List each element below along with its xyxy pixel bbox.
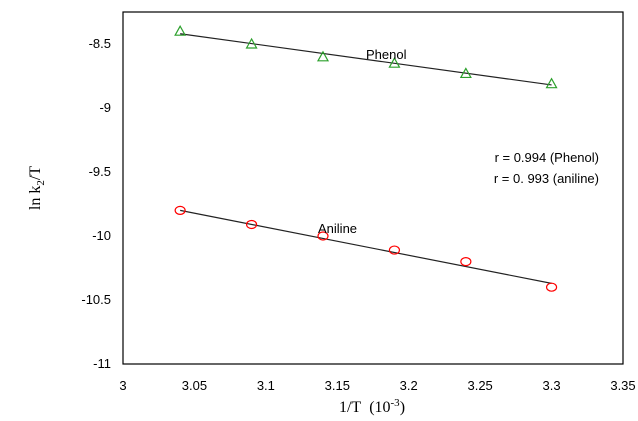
r-annotation-aniline: r = 0. 993 (aniline) <box>494 171 599 186</box>
y-tick-label: -9 <box>99 100 111 115</box>
y-tick-label: -11 <box>93 356 111 371</box>
data-markers <box>174 24 558 292</box>
phenol-fit-line <box>180 33 552 86</box>
y-tick-label: -10 <box>92 228 111 243</box>
y-axis-label-main: ln k <box>27 186 44 210</box>
aniline-point <box>460 257 472 267</box>
aniline-series-label: Aniline <box>318 221 357 236</box>
phenol-point <box>174 24 187 36</box>
x-tick-label: 3.1 <box>257 378 275 393</box>
aniline-point <box>545 282 558 292</box>
phenol-point <box>316 50 330 62</box>
phenol-point <box>545 77 558 89</box>
aniline-point <box>174 205 186 215</box>
aniline-point <box>317 231 329 241</box>
x-tick-label: 3.3 <box>543 378 561 393</box>
x-axis-label-close: ) <box>400 399 405 416</box>
x-tick-label: 3.35 <box>610 378 635 393</box>
y-tick-labels: -8.5 -9 -9.5 -10 -10.5 -11 <box>81 36 111 371</box>
x-tick-label: 3.2 <box>400 378 418 393</box>
x-tick-label: 3.15 <box>325 378 350 393</box>
x-tick-labels: 3 3.05 3.1 3.15 3.2 3.25 3.3 3.35 <box>119 378 635 393</box>
x-axis-label-main: 1/T <box>339 399 361 416</box>
y-axis-label-suffix: /T <box>27 166 44 180</box>
phenol-point <box>388 56 401 68</box>
x-axis-label-exponent: -3 <box>391 397 401 409</box>
fit-lines <box>180 33 552 284</box>
x-tick-label: 3.05 <box>182 378 207 393</box>
x-tick-label: 3.25 <box>467 378 492 393</box>
y-tick-label: -10.5 <box>81 292 111 307</box>
x-tick-label: 3 <box>119 378 126 393</box>
phenol-point <box>459 67 472 79</box>
aniline-point <box>388 245 401 255</box>
aniline-point <box>245 219 258 230</box>
plot-frame <box>122 11 624 365</box>
y-axis-label: ln k2/T <box>27 166 47 210</box>
y-tick-label: -9.5 <box>89 164 111 179</box>
aniline-fit-line <box>180 209 552 284</box>
y-axis-label-subscript: 2 <box>35 180 47 186</box>
phenol-series-label: Phenol <box>366 47 407 62</box>
r-annotation-phenol: r = 0.994 (Phenol) <box>495 150 599 165</box>
phenol-point <box>245 37 258 49</box>
x-axis-label: 1/T (10-3) <box>339 397 405 416</box>
x-axis-label-unit: (10 <box>369 399 390 416</box>
y-tick-label: -8.5 <box>89 36 111 51</box>
